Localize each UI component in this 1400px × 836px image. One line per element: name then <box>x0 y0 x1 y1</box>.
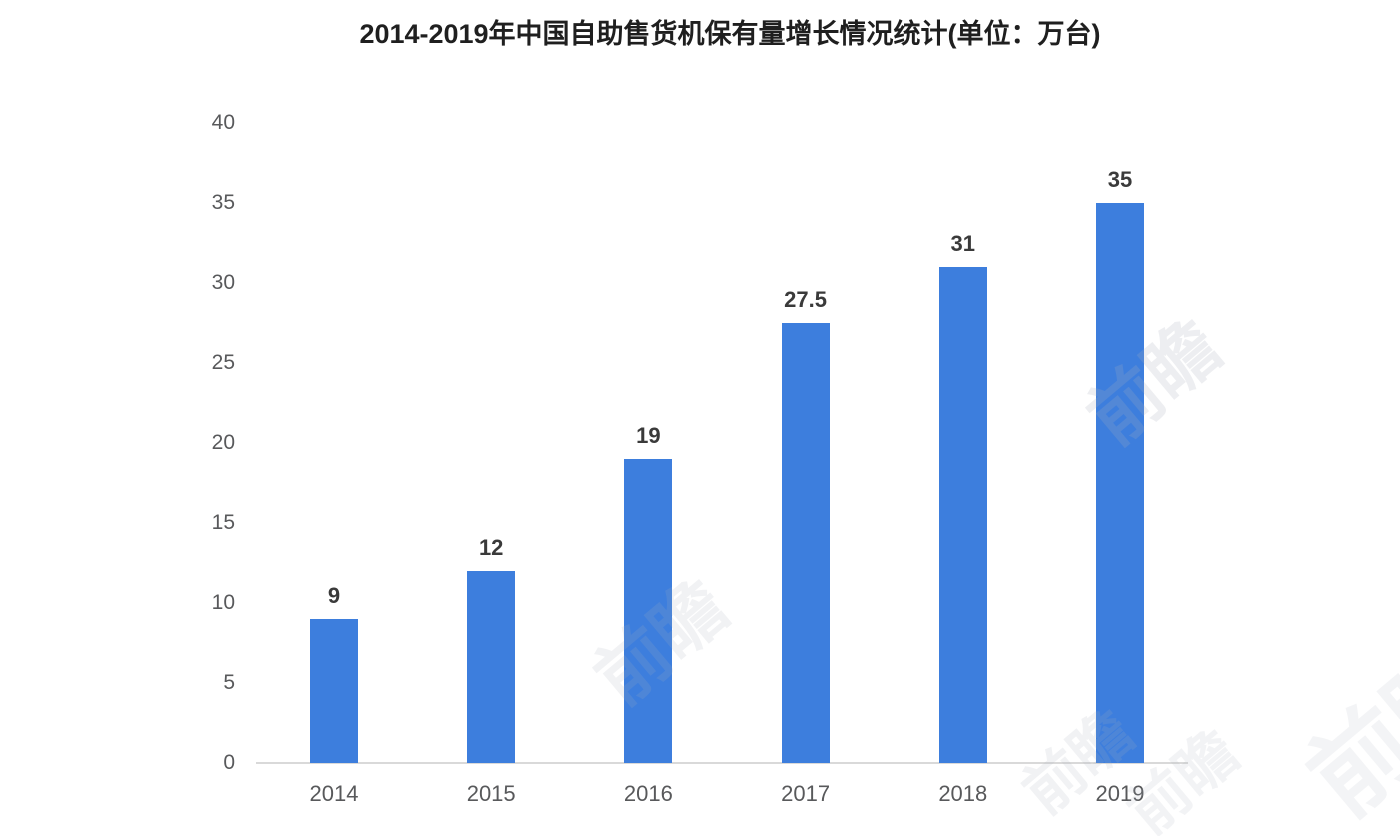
y-axis-tick-label: 10 <box>211 591 235 614</box>
bar-value-label-2014: 9 <box>327 583 341 608</box>
watermark-text: 前瞻 <box>1073 306 1236 461</box>
watermark-text: 前瞻 <box>1288 622 1400 836</box>
x-axis-tick-label-2017: 2017 <box>781 781 831 806</box>
y-axis-tick-label: 5 <box>223 671 235 694</box>
bar-value-label-2018: 31 <box>950 231 976 256</box>
bar-2019 <box>1096 203 1144 763</box>
x-axis-tick-label-2016: 2016 <box>623 781 673 806</box>
x-axis-tick-label-2018: 2018 <box>938 781 988 806</box>
bar-value-label-2016: 19 <box>636 423 661 448</box>
bar-value-label-2017: 27.5 <box>784 287 827 312</box>
y-axis-tick-label: 20 <box>211 431 235 454</box>
y-axis-tick-label: 15 <box>211 511 235 534</box>
bar-2015 <box>467 571 516 763</box>
y-axis-tick-label: 40 <box>211 111 235 134</box>
x-axis-line <box>256 762 1188 764</box>
x-axis-tick-label-2014: 2014 <box>309 781 359 806</box>
y-axis-tick-label: 25 <box>211 351 235 374</box>
chart-title: 2014-2019年中国自助售货机保有量增长情况统计(单位：万台) <box>359 19 1101 49</box>
bar-2017 <box>781 323 830 763</box>
x-axis-tick-label-2015: 2015 <box>466 781 516 806</box>
y-axis-tick-label: 35 <box>211 191 235 214</box>
bar-2016 <box>624 459 673 763</box>
bar-value-label-2019: 35 <box>1107 167 1133 192</box>
x-axis-tick-label-2019: 2019 <box>1095 781 1145 806</box>
y-axis-tick-label: 0 <box>223 751 235 774</box>
bar-2014 <box>310 619 358 763</box>
bar-2018 <box>938 267 987 763</box>
bar-value-label-2015: 12 <box>478 535 504 560</box>
y-axis-tick-label: 30 <box>211 271 235 294</box>
